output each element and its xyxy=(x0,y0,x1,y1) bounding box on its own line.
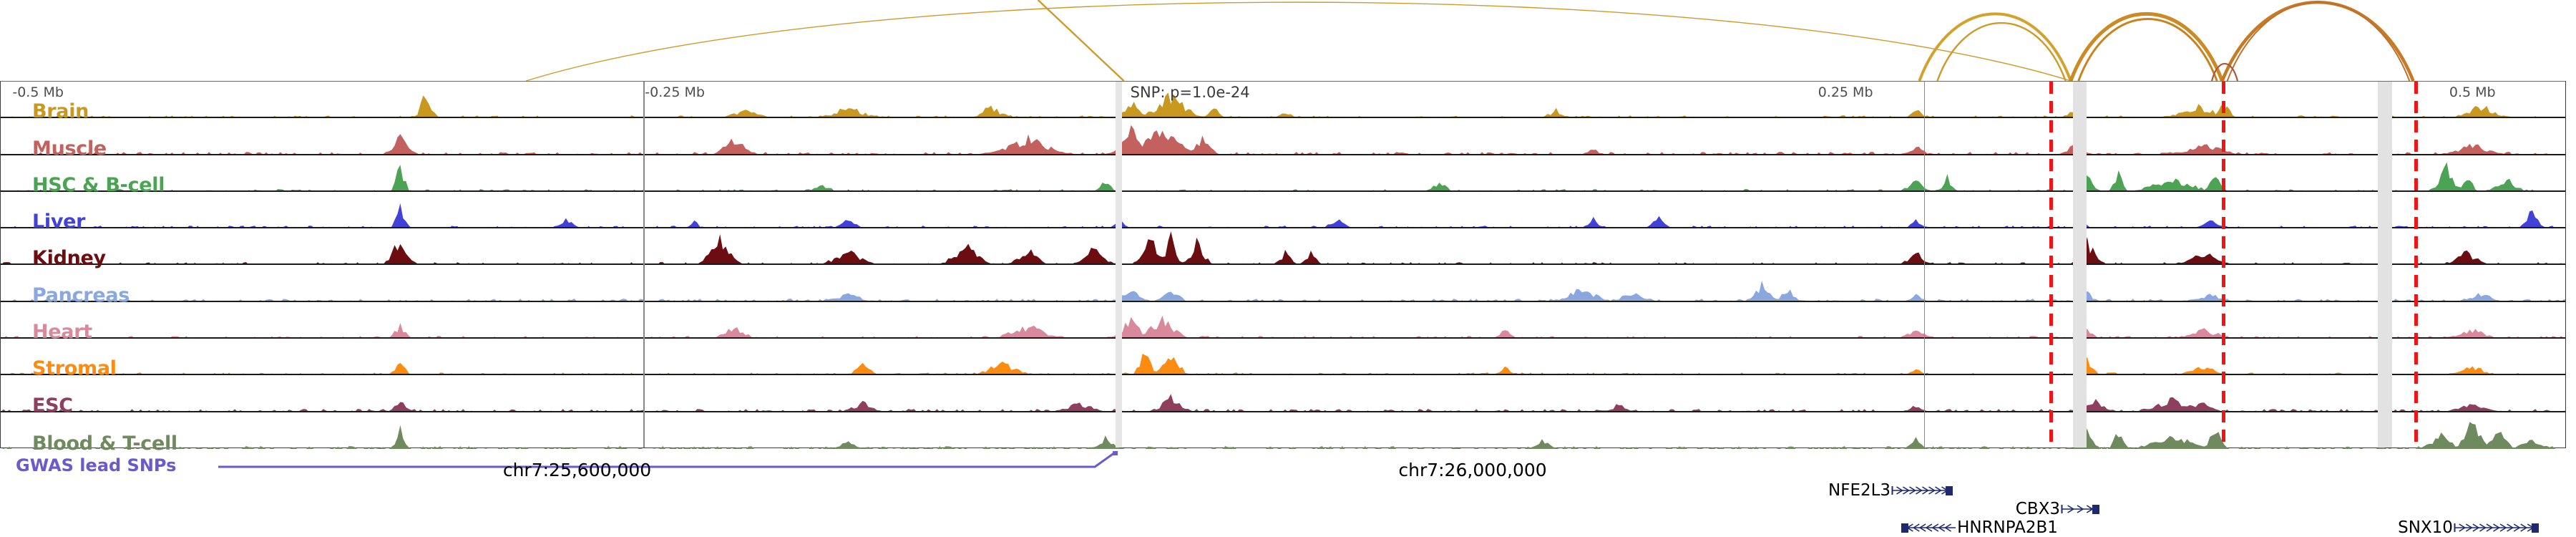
track-plot-area xyxy=(1,412,2565,449)
track-plot-area xyxy=(1,375,2565,411)
gene-label-snx10: SNX10 xyxy=(2398,518,2453,537)
signal-area xyxy=(2,394,2550,411)
gene-label-nfe2l3: NFE2L3 xyxy=(1828,481,1891,500)
interaction-arc-6 xyxy=(2226,1,2411,82)
signal-area xyxy=(4,315,2563,338)
gene-model-snx10 xyxy=(2454,523,2539,533)
gene-model-hnrnpa2b1 xyxy=(1901,523,1956,533)
track-plot-area xyxy=(1,265,2565,301)
gwas-connector-line xyxy=(218,451,1116,468)
signal-track-pancreas[interactable]: Pancreas xyxy=(1,265,2565,305)
genomic-coordinate-label-1: chr7:26,000,000 xyxy=(1398,460,1547,480)
gene-item-hnrnpa2b1[interactable]: HNRNPA2B1 xyxy=(1901,518,2058,537)
signal-track-liver[interactable]: Liver xyxy=(1,192,2565,233)
signal-area xyxy=(1,354,2519,374)
gene-label-cbx3: CBX3 xyxy=(2015,500,2061,518)
track-label-kidney: Kidney xyxy=(32,247,106,270)
interaction-arc-5 xyxy=(2220,0,2415,82)
track-label-stromal: Stromal xyxy=(32,357,117,380)
interaction-arc-0 xyxy=(525,1,2072,82)
signal-track-kidney[interactable]: Kidney xyxy=(1,228,2565,270)
track-label-heart: Heart xyxy=(32,321,92,344)
axis-tick-label-3: 0.5 Mb xyxy=(2449,84,2496,100)
arcs-svg xyxy=(525,0,2415,82)
gene-item-nfe2l3[interactable]: NFE2L3 xyxy=(1828,481,1953,500)
gwas-lead-snps-label: GWAS lead SNPs xyxy=(16,455,177,475)
track-plot-area xyxy=(1,82,2565,117)
interaction-arc-2 xyxy=(1936,22,2067,82)
interaction-arc-3 xyxy=(2069,11,2224,82)
axis-tick-label-0: -0.5 Mb xyxy=(12,84,64,100)
gwas-connector-svg xyxy=(218,451,1118,468)
signal-track-esc[interactable]: ESC xyxy=(1,375,2565,417)
track-label-brain: Brain xyxy=(32,100,89,123)
axis-tick-label-2: 0.25 Mb xyxy=(1818,84,1873,100)
signal-area xyxy=(14,203,2555,228)
gene-annotation-track: NFE2L3 CBX3 HNRNPA2B1 SNX10 xyxy=(0,481,2576,537)
interaction-arcs-layer xyxy=(0,0,2576,82)
gene-model-nfe2l3 xyxy=(1891,486,1953,495)
interaction-arc-1 xyxy=(1918,12,2072,82)
track-label-blood-t-cell: Blood & T-cell xyxy=(32,432,177,455)
interaction-arc-7 xyxy=(2211,62,2239,82)
track-plot-area xyxy=(1,302,2565,338)
snp-leader-line xyxy=(1037,0,1125,82)
signal-track-hsc-b-cell[interactable]: HSC & B-cell xyxy=(1,155,2565,196)
track-plot-area xyxy=(1,192,2565,228)
signal-track-blood-t-cell[interactable]: Blood & T-cell xyxy=(1,412,2565,453)
signal-track-brain[interactable]: Brain -0.5 Mb -0.25 Mb 0.25 Mb 0.5 Mb xyxy=(1,82,2565,123)
signal-area xyxy=(13,281,2565,301)
track-plot-area xyxy=(1,155,2565,190)
signal-area xyxy=(2,231,2562,264)
signal-track-heart[interactable]: Heart xyxy=(1,302,2565,344)
track-plot-area xyxy=(1,228,2565,264)
signal-area xyxy=(11,92,2537,117)
track-plot-area xyxy=(1,118,2565,154)
interaction-arc-4 xyxy=(2077,18,2218,82)
signal-track-stromal[interactable]: Stromal xyxy=(1,339,2565,380)
track-label-pancreas: Pancreas xyxy=(32,284,130,306)
gene-label-hnrnpa2b1: HNRNPA2B1 xyxy=(1957,518,2058,537)
gene-item-cbx3[interactable]: CBX3 xyxy=(2016,500,2100,518)
track-label-liver: Liver xyxy=(32,211,86,233)
signal-track-muscle[interactable]: Muscle xyxy=(1,118,2565,160)
gwas-lead-snp-tick[interactable] xyxy=(1113,451,1118,455)
signal-area xyxy=(1,421,2558,449)
track-label-hsc-b-cell: HSC & B-cell xyxy=(32,173,165,196)
track-label-esc: ESC xyxy=(32,394,73,417)
gwas-lead-snps-row: GWAS lead SNPs xyxy=(0,451,2576,480)
track-plot-area xyxy=(1,339,2565,374)
signal-area xyxy=(31,125,2547,154)
gene-model-cbx3 xyxy=(2061,505,2100,514)
track-label-muscle: Muscle xyxy=(32,137,107,160)
axis-tick-label-1: -0.25 Mb xyxy=(645,84,705,100)
gene-item-snx10[interactable]: SNX10 xyxy=(2398,518,2540,537)
signal-track-panel: Brain -0.5 Mb -0.25 Mb 0.25 Mb 0.5 Mb Muscle H… xyxy=(0,81,2566,453)
snp-pvalue-annotation: SNP: p=1.0e-24 xyxy=(1130,84,1250,101)
genomic-coordinate-label-0: chr7:25,600,000 xyxy=(502,460,652,480)
signal-area xyxy=(16,162,2534,190)
